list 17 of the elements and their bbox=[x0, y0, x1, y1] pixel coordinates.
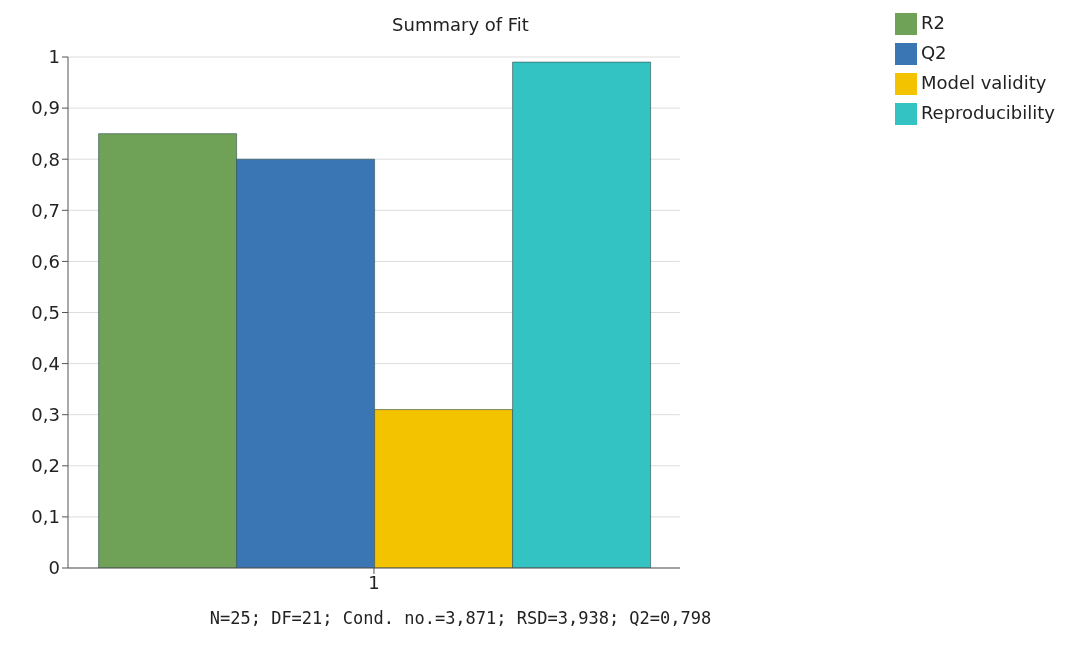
legend-label: Q2 bbox=[920, 42, 947, 63]
y-tick-label: 1 bbox=[48, 46, 60, 68]
y-tick-label: 0,5 bbox=[31, 301, 60, 323]
y-tick-label: 0,8 bbox=[31, 148, 60, 170]
y-tick-label: 0 bbox=[48, 557, 60, 579]
legend-label: R2 bbox=[920, 12, 945, 33]
y-tick-label: 0,1 bbox=[31, 506, 60, 528]
text: N=25; DF=21; Cond. no.=3,871; RSD=3,938; Q2=0,798 bbox=[208, 608, 713, 628]
legend-label: Model validity bbox=[920, 72, 1047, 93]
y-tick-label: 0,3 bbox=[31, 404, 60, 426]
y-tick-label: 0,2 bbox=[31, 455, 60, 477]
y-tick-label: 0,6 bbox=[31, 250, 60, 272]
chart-title: Summary of Fit bbox=[391, 14, 530, 35]
y-tick-label: 0,7 bbox=[31, 199, 60, 221]
y-tick-label: 0,4 bbox=[31, 352, 60, 374]
y-tick-label: 0,9 bbox=[31, 97, 60, 119]
legend-label: Reproducibility bbox=[920, 102, 1055, 123]
